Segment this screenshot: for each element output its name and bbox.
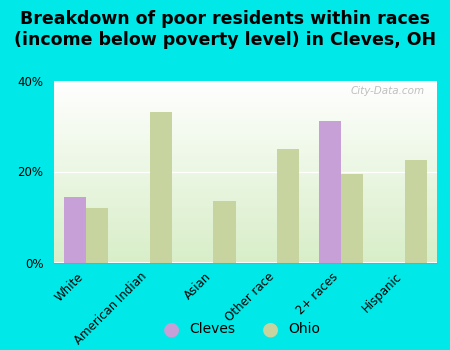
Text: ●: ●	[261, 320, 279, 338]
Text: ●: ●	[162, 320, 180, 338]
Text: Ohio: Ohio	[288, 322, 320, 336]
Bar	[319, 121, 341, 262]
Text: City-Data.com: City-Data.com	[351, 86, 425, 96]
Text: Breakdown of poor residents within races
(income below poverty level) in Cleves,: Breakdown of poor residents within races…	[14, 10, 436, 49]
Bar	[277, 149, 299, 262]
Bar	[213, 201, 236, 262]
Bar	[341, 174, 363, 262]
Text: Cleves: Cleves	[189, 322, 235, 336]
Bar	[405, 160, 427, 262]
Bar	[63, 197, 86, 262]
Bar	[149, 112, 172, 262]
Bar	[86, 208, 108, 262]
